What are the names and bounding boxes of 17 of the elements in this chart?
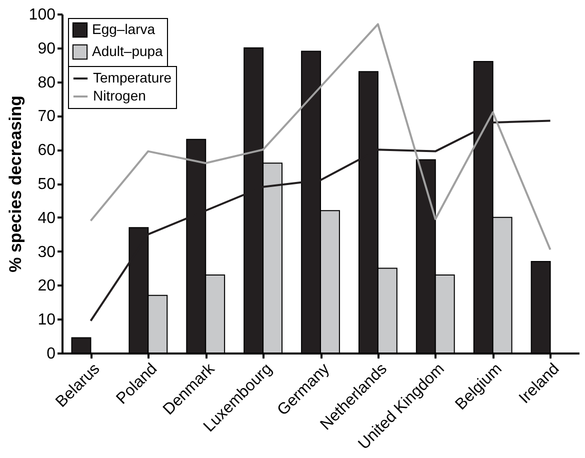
y-tick-label: 0 xyxy=(46,346,56,362)
y-tick-label: 30 xyxy=(38,244,56,261)
y-tick-label: 70 xyxy=(38,108,56,126)
y-tick-label: 90 xyxy=(38,40,56,58)
legend-label: Adult–pupa xyxy=(92,43,164,59)
legend-label: Egg–larva xyxy=(92,21,156,37)
y-tick-label: 60 xyxy=(38,142,56,160)
y-tick-label: 10 xyxy=(38,312,56,329)
y-tick-label: 80 xyxy=(38,74,56,92)
y-tick-label: 20 xyxy=(38,278,56,295)
legend-label: Temperature xyxy=(93,70,172,86)
legend-label: Nitrogen xyxy=(93,88,146,104)
line-series xyxy=(90,23,552,251)
y-axis-title: % species decreasing xyxy=(6,96,25,272)
y-tick-label: 100 xyxy=(28,6,56,24)
y-tick-label: 50 xyxy=(38,176,56,193)
y-tick-label: 40 xyxy=(38,210,56,227)
